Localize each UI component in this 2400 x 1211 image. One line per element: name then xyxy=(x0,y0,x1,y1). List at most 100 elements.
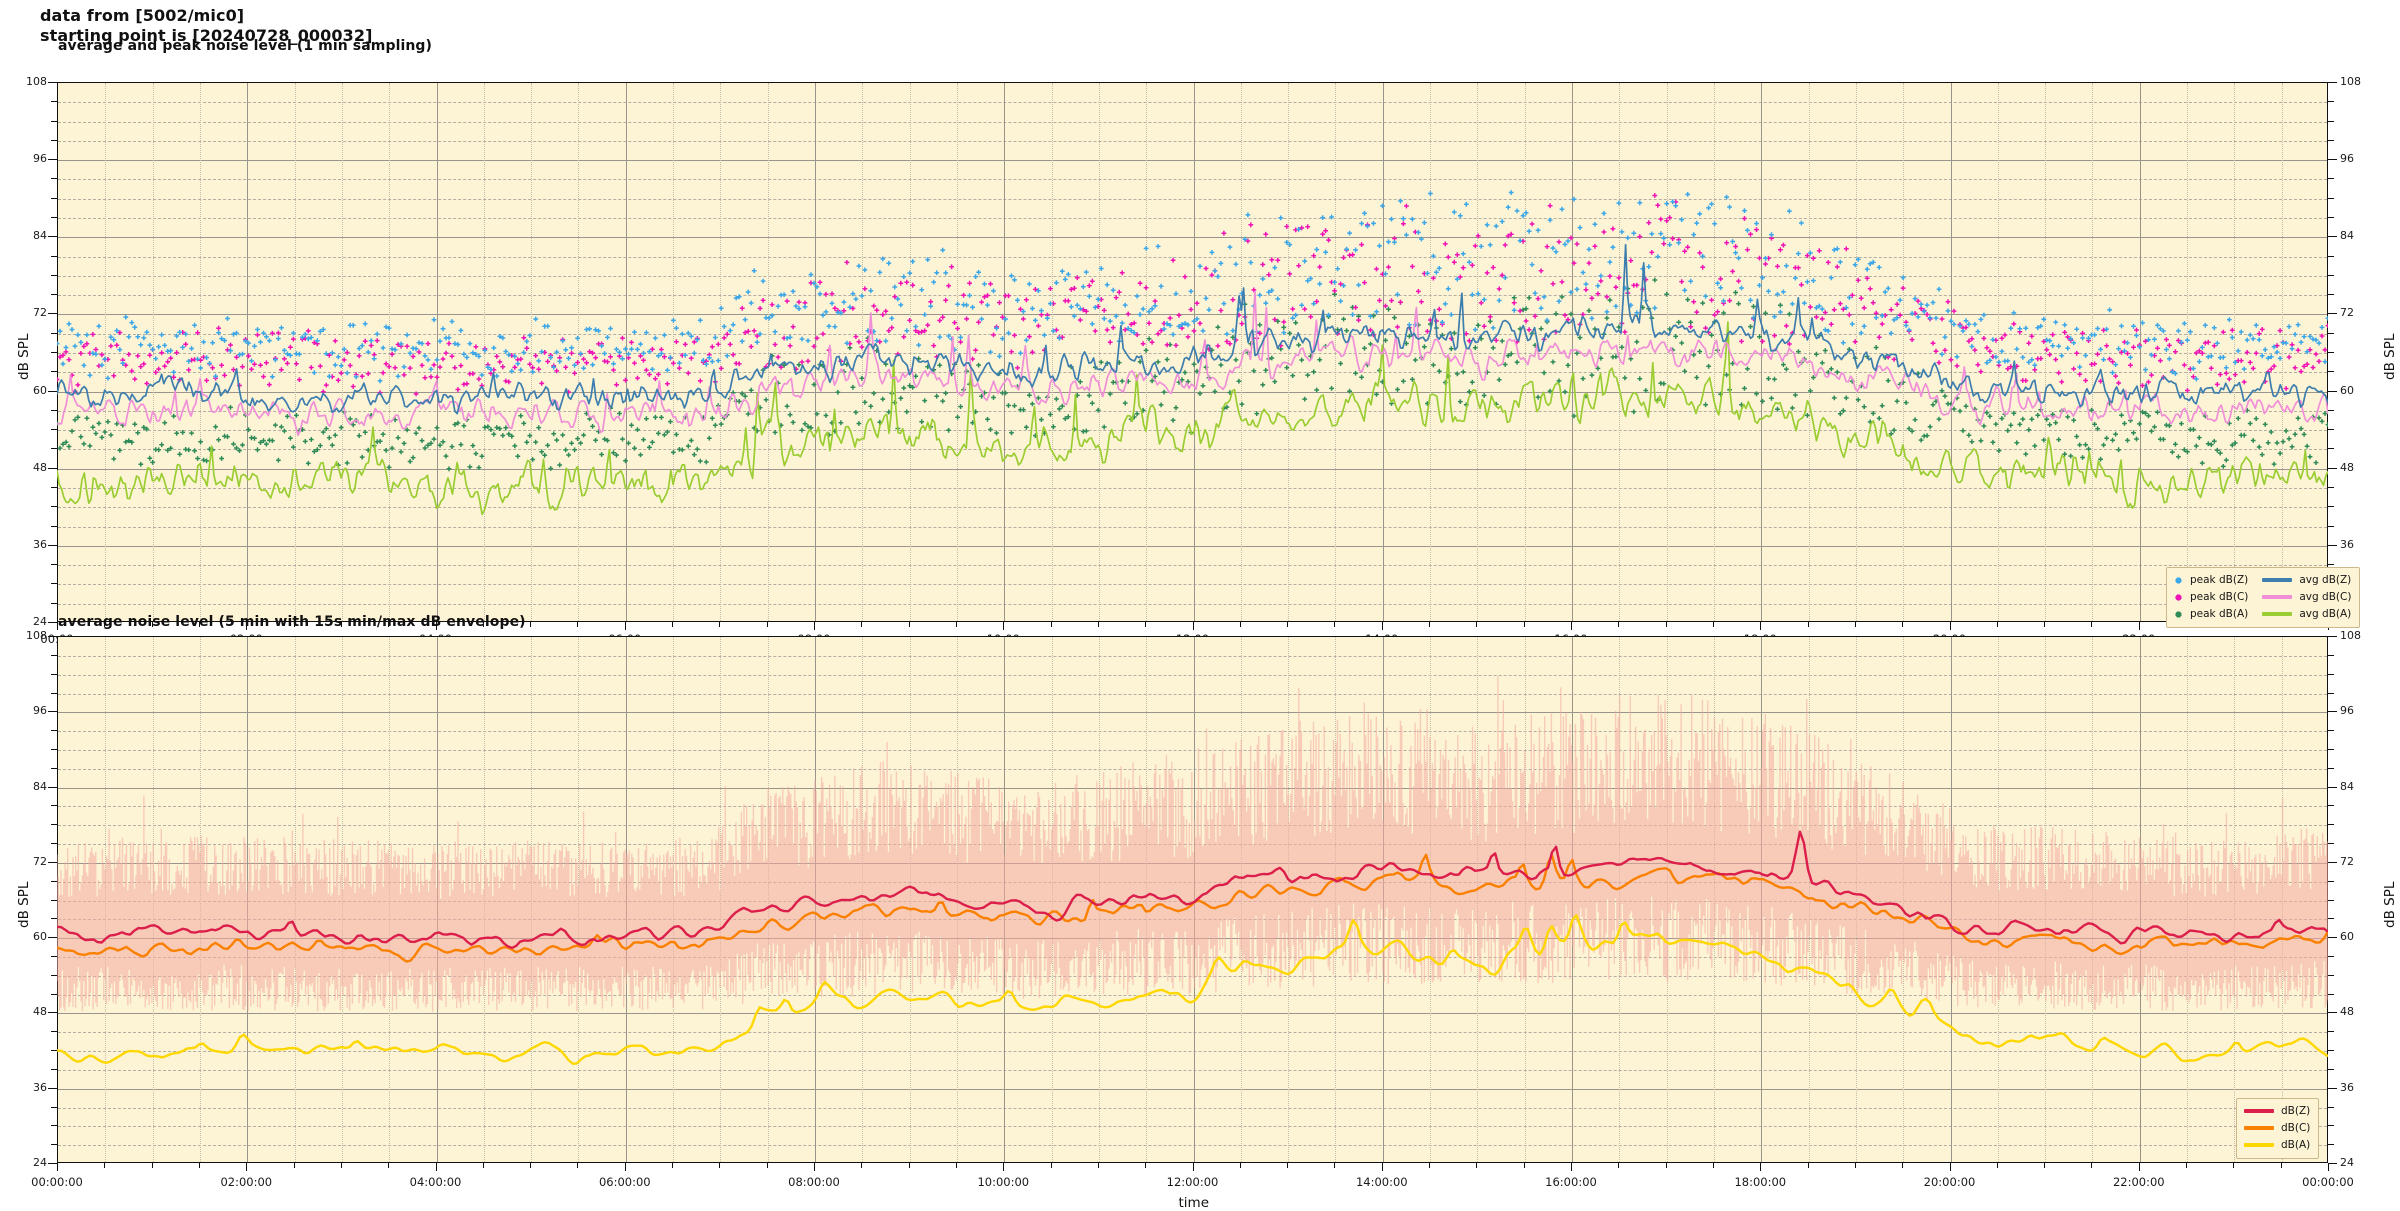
x-axis-tick xyxy=(2328,1163,2329,1171)
y-axis-tick xyxy=(51,974,57,976)
x-axis-tick xyxy=(955,622,957,627)
y-axis-tick xyxy=(51,255,57,257)
legend-item[interactable]: dB(Z) xyxy=(2244,1104,2310,1119)
y-axis-tick xyxy=(2328,843,2334,844)
x-axis-tick xyxy=(1145,622,1147,627)
x-axis-tick xyxy=(1145,1163,1147,1168)
y-axis-label-left: 60 xyxy=(33,930,47,944)
x-axis-tick xyxy=(1050,622,1052,627)
legend-item[interactable]: dB(C) xyxy=(2244,1121,2310,1136)
y-axis-tick xyxy=(48,786,57,788)
x-axis-tick xyxy=(246,622,248,630)
x-axis-tick xyxy=(57,1163,58,1171)
x-axis-tick xyxy=(1429,1163,1431,1168)
x-axis-tick xyxy=(577,622,579,627)
legend-line-swatch xyxy=(2262,612,2293,617)
x-axis-tick xyxy=(672,1163,674,1168)
x-axis-tick xyxy=(151,1163,153,1168)
x-axis-tick xyxy=(482,622,484,627)
y-axis-tick xyxy=(51,564,57,566)
envelope-minmax-band xyxy=(57,675,2328,1012)
y-axis-tick xyxy=(48,1163,57,1164)
legend-item[interactable]: avg dB(A) xyxy=(2262,607,2351,622)
x-axis-tick xyxy=(2138,1163,2140,1171)
y-axis-tick xyxy=(2328,1125,2334,1127)
chart-bottom-legend: dB(Z) dB(C) dB(A) xyxy=(2236,1098,2320,1159)
y-axis-tick xyxy=(2328,332,2334,334)
y-axis-tick xyxy=(2328,506,2334,508)
y-axis-tick xyxy=(51,294,57,296)
y-axis-tick xyxy=(2328,956,2334,957)
y-axis-tick xyxy=(51,843,57,844)
y-axis-tick xyxy=(51,217,57,218)
x-axis-tick xyxy=(1618,622,1620,627)
y-axis-tick xyxy=(51,748,57,750)
y-axis-tick xyxy=(48,82,57,83)
y-axis-tick xyxy=(51,139,57,141)
x-axis-tick xyxy=(1097,1163,1099,1168)
x-axis-tick-label: 00:00:00 xyxy=(31,1175,83,1189)
legend-item[interactable]: peak dB(Z) xyxy=(2174,573,2248,588)
y-axis-tick xyxy=(48,622,57,623)
legend-item[interactable]: dB(A) xyxy=(2244,1138,2310,1153)
legend-column: peak dB(Z) peak dB(C) peak dB(A) xyxy=(2174,573,2248,622)
header-line-starting-point: starting point is [20240728_000032] xyxy=(40,25,373,45)
y-axis-tick xyxy=(51,352,57,353)
x-axis-tick xyxy=(104,1163,106,1168)
y-axis-tick xyxy=(51,673,57,675)
y-axis-label-right: 84 xyxy=(2340,779,2354,793)
y-axis-tick xyxy=(48,636,57,637)
x-axis-tick xyxy=(1287,622,1289,627)
y-axis-tick xyxy=(2328,236,2337,238)
legend-item-label: avg dB(A) xyxy=(2299,607,2352,620)
y-axis-tick xyxy=(2328,730,2334,732)
y-axis-tick xyxy=(2328,1163,2337,1164)
line-dbz xyxy=(57,830,2328,950)
y-axis-tick xyxy=(2328,371,2334,373)
y-axis-tick xyxy=(51,1050,57,1052)
y-axis-tick xyxy=(2328,159,2337,161)
y-axis-label-right: 72 xyxy=(2340,306,2354,320)
y-axis-tick xyxy=(2328,255,2334,257)
y-axis-label-right: 108 xyxy=(2340,629,2361,642)
x-axis-tick xyxy=(1523,622,1525,627)
x-axis-tick xyxy=(435,622,437,630)
x-axis-tick xyxy=(1807,622,1809,627)
y-axis-tick xyxy=(51,692,57,694)
legend-item[interactable]: peak dB(A) xyxy=(2174,607,2248,622)
x-axis-tick xyxy=(198,622,200,627)
legend-item-label: dB(A) xyxy=(2281,1138,2311,1151)
y-axis-label-right: 60 xyxy=(2340,383,2354,397)
y-axis-tick xyxy=(51,824,57,826)
x-axis-tick-label: 20:00:00 xyxy=(1923,1175,1976,1189)
x-axis-tick-label: 18:00:00 xyxy=(1734,1175,1787,1189)
x-axis-tick xyxy=(1476,1163,1478,1168)
chart-top-legend: peak dB(Z) peak dB(C) peak dB(A) avg dB(Z) a… xyxy=(2166,567,2361,628)
y-axis-tick xyxy=(51,409,57,411)
legend-item[interactable]: avg dB(C) xyxy=(2262,590,2351,605)
x-axis-tick xyxy=(719,622,721,627)
y-axis-tick xyxy=(2328,197,2334,199)
legend-item[interactable]: avg dB(Z) xyxy=(2262,573,2351,588)
legend-line-swatch xyxy=(2244,1109,2274,1114)
y-axis-tick xyxy=(51,1106,57,1108)
chart-bottom-data-canvas xyxy=(57,675,2328,1065)
x-axis-tick xyxy=(1334,1163,1336,1168)
legend-item[interactable]: peak dB(C) xyxy=(2174,590,2248,605)
x-axis-tick xyxy=(151,622,153,627)
x-axis-tick xyxy=(1287,1163,1289,1168)
y-axis-label-left: 96 xyxy=(33,152,47,166)
y-axis-tick xyxy=(2328,352,2334,353)
y-axis-tick xyxy=(2328,918,2334,920)
y-axis-label-right: 84 xyxy=(2340,229,2354,243)
x-axis-tick xyxy=(1665,622,1667,627)
x-axis-tick xyxy=(1902,1163,1904,1168)
y-axis-label-left: 24 xyxy=(33,615,47,628)
y-axis-tick xyxy=(2328,1050,2334,1052)
y-axis-tick xyxy=(48,937,57,939)
y-axis-tick xyxy=(2328,1012,2337,1014)
x-axis-tick xyxy=(1949,622,1951,630)
x-axis-tick-label: 10:00:00 xyxy=(977,1175,1030,1189)
legend-item-label: peak dB(Z) xyxy=(2190,574,2249,586)
x-axis-tick xyxy=(340,1163,342,1168)
